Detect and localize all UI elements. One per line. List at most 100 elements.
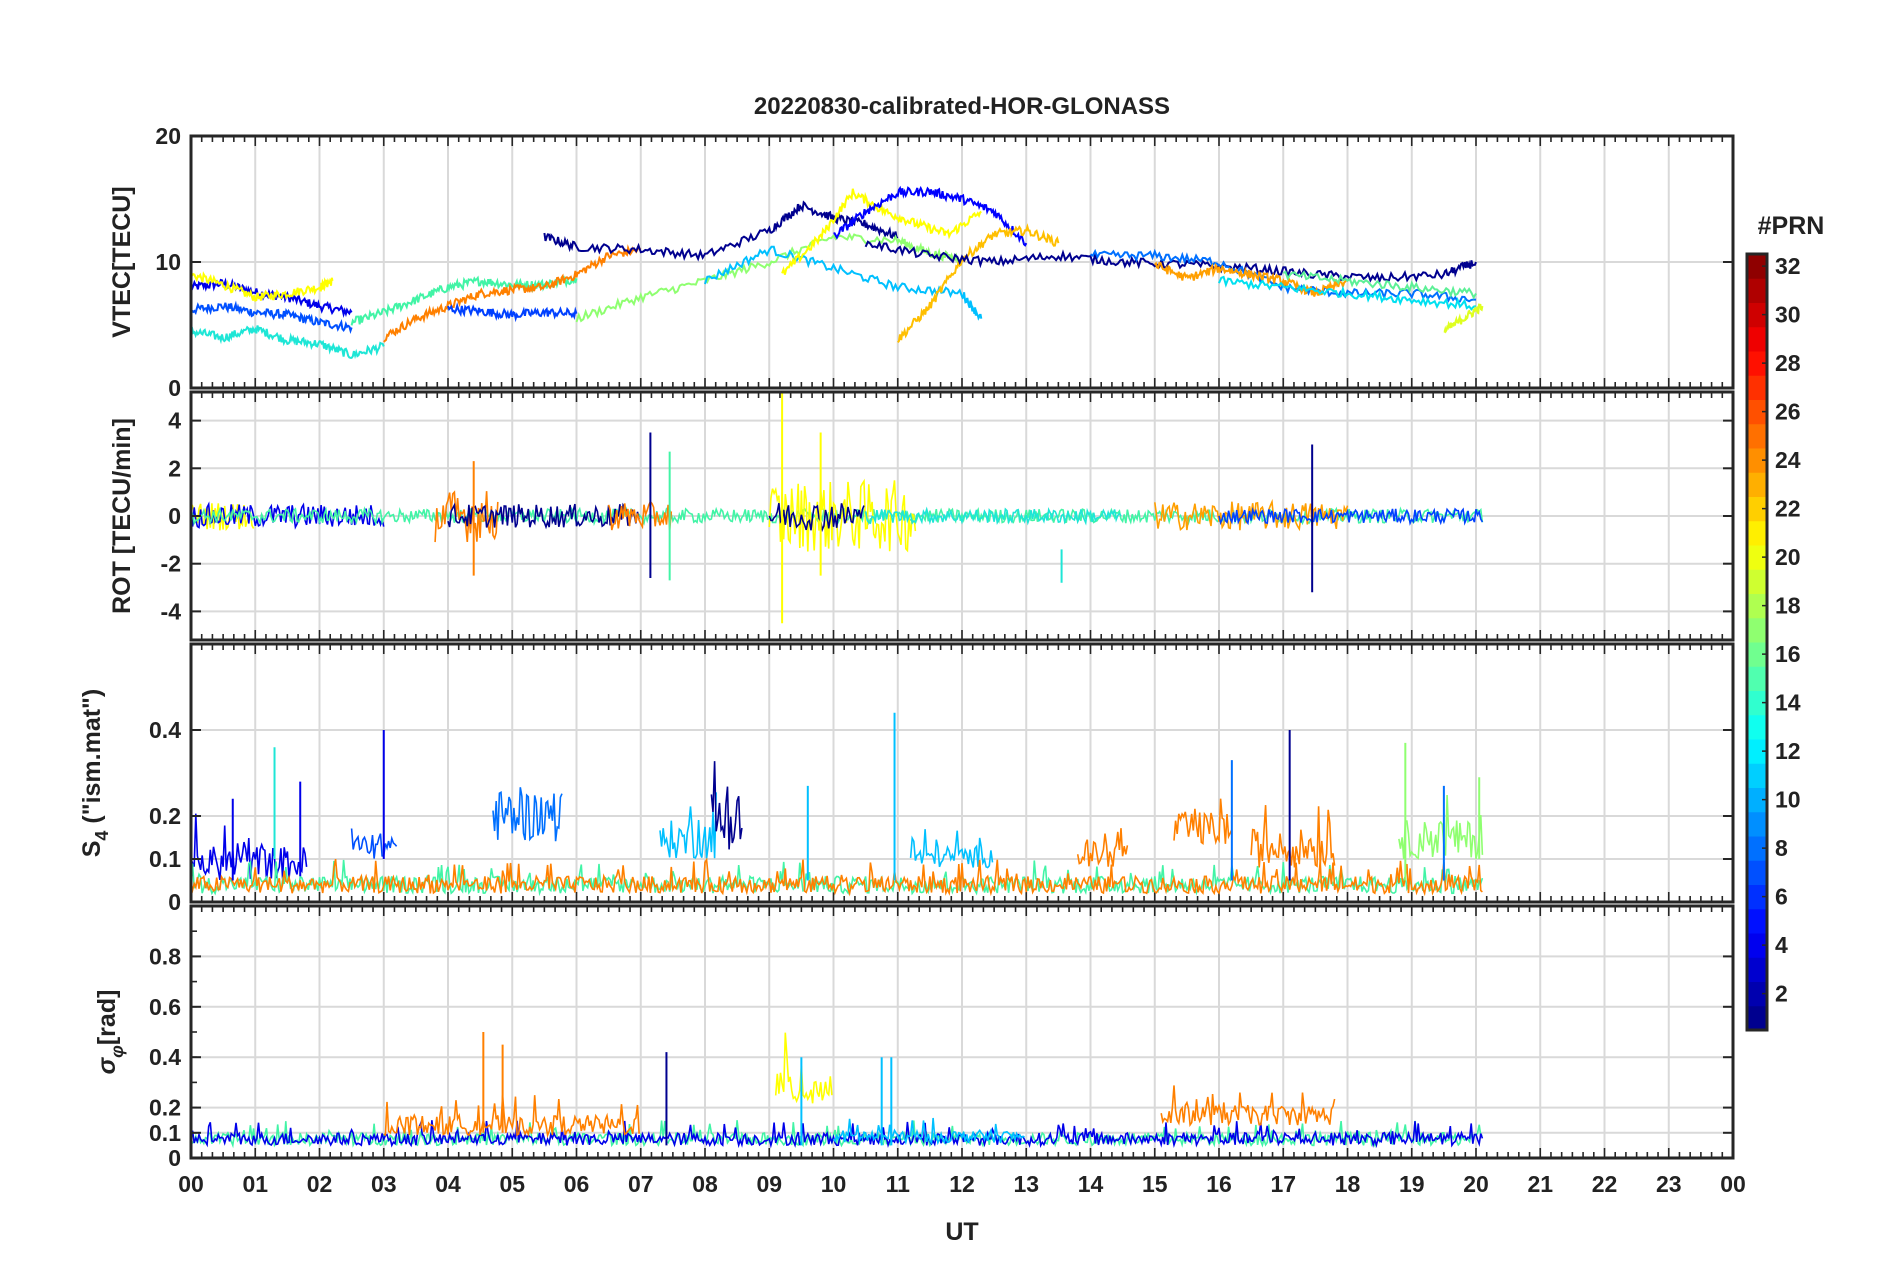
vtec-panel: 0 10 20 VTEC[TECU] (108, 123, 1735, 401)
colorbar-segment (1747, 763, 1767, 788)
colorbar-tick-label: 26 (1775, 399, 1801, 425)
vtec-series-prn-11 (704, 245, 983, 321)
colorbar-segment (1747, 254, 1767, 279)
vtec-series-prn-2 (543, 200, 899, 262)
colorbar-tick-label: 20 (1775, 544, 1801, 570)
rot-ylabel: ROT [TECU/min] (108, 418, 136, 614)
x-tick-label: 04 (435, 1171, 461, 1197)
y-tick-label: 0 (168, 1145, 181, 1171)
s4-trace-prn-11 (909, 829, 994, 869)
vtec-series-prn-4 (833, 185, 1028, 247)
x-tick-label: 05 (499, 1171, 525, 1197)
sigma-phi-trace-prn-24 (1160, 1085, 1336, 1128)
vtec-data (190, 185, 1484, 360)
rot-trace-prn-20 (768, 478, 917, 553)
colorbar-segment (1747, 472, 1767, 497)
y-tick-label: 2 (168, 455, 181, 481)
colorbar-tick-label: 24 (1775, 447, 1801, 473)
vtec-axes-box (189, 134, 1735, 390)
colorbar-segment (1747, 351, 1767, 376)
sigma-phi-trace-prn-20 (774, 1032, 833, 1104)
s4-trace-prn-8 (492, 787, 563, 842)
colorbar-segment (1747, 520, 1767, 546)
colorbar-tick-label: 16 (1775, 641, 1801, 667)
sigma-phi-y-ticks: 00.10.2 0.4 0.6 0.8 (149, 905, 1733, 1171)
colorbar-segment (1747, 714, 1767, 740)
colorbar-segment (1747, 908, 1767, 934)
x-tick-label: 20 (1463, 1171, 1489, 1197)
s4-trace-prn-11 (659, 792, 717, 859)
y-tick-label: 0.8 (149, 943, 181, 969)
s4-trace-prn-24 (1076, 828, 1129, 867)
x-tick-labels: 00 01 02 03 04 05 06 07 08 09 10 11 12 13 14 15 16 17 18 19… (178, 1171, 1746, 1197)
sigma-phi-ylabel: σφ[rad] (93, 990, 127, 1075)
vtec-series-prn-20 (190, 271, 334, 302)
sigma-phi-panel: 00.10.2 0.4 0.6 0.8 σφ[rad] (93, 904, 1735, 1171)
colorbar-segment (1747, 496, 1767, 522)
x-tick-label: 06 (564, 1171, 590, 1197)
s4-trace-prn-2 (710, 761, 743, 850)
colorbar-segment (1747, 836, 1767, 861)
x-tick-label: 13 (1013, 1171, 1039, 1197)
sigma-phi-data (190, 1032, 1484, 1149)
x-tick-label: 09 (756, 1171, 782, 1197)
colorbar-segment (1747, 666, 1767, 691)
y-tick-label: 0 (168, 503, 181, 529)
x-tick-label: 07 (628, 1171, 654, 1197)
x-tick-label: 21 (1527, 1171, 1553, 1197)
y-tick-label: 10 (155, 249, 181, 275)
x-tick-label: 08 (692, 1171, 718, 1197)
rot-trace-prn-15 (190, 506, 1484, 527)
colorbar-segment (1747, 375, 1767, 400)
x-axis-label: UT (945, 1218, 978, 1246)
colorbar-segment (1747, 278, 1767, 303)
s4-trace-prn-24 (1250, 805, 1336, 868)
s4-trace-prn-17 (1398, 794, 1484, 860)
colorbar-segment (1747, 545, 1767, 570)
vtec-series-prn-19 (1443, 303, 1484, 334)
x-tick-label: 00 (178, 1171, 204, 1197)
rot-trace-prn-24 (434, 490, 499, 543)
s4-trace-prn-24 (190, 857, 1483, 897)
chart-title: 20220830-calibrated-HOR-GLONASS (754, 93, 1170, 120)
vtec-series-prn-7 (447, 302, 578, 323)
rot-trace-prn-2 (768, 503, 865, 533)
colorbar-segment (1747, 690, 1767, 716)
rot-trace-prn-13 (864, 506, 1122, 526)
y-tick-label: 0.2 (149, 1095, 181, 1121)
vtec-series-prn-20 (781, 188, 982, 275)
x-tick-label: 17 (1270, 1171, 1296, 1197)
colorbar-segment (1747, 399, 1767, 425)
vtec-ylabel: VTEC[TECU] (108, 186, 136, 337)
colorbar-frame (1745, 252, 1769, 1032)
vtec-series-prn-24 (383, 244, 642, 343)
colorbar-tick-label: 28 (1775, 350, 1801, 376)
s4-trace-prn-3 (190, 813, 308, 881)
vtec-series-prn-22 (897, 223, 1060, 344)
y-tick-label: 0.6 (149, 994, 181, 1020)
y-tick-label: 0 (168, 375, 181, 401)
colorbar-tick-label: 12 (1775, 738, 1801, 764)
colorbar-segment (1747, 981, 1767, 1007)
colorbar-segment (1747, 302, 1767, 328)
rot-trace-prn-24 (607, 500, 673, 531)
rot-trace-prn-3 (190, 501, 385, 530)
colorbar-segment (1747, 860, 1767, 885)
x-tick-label: 11 (886, 1171, 911, 1197)
colorbar-label: #PRN (1758, 212, 1825, 240)
colorbar-segment (1747, 593, 1767, 619)
x-tick-label: 03 (371, 1171, 397, 1197)
rot-y-ticks: -4 -2 0 2 4 (161, 408, 1733, 624)
rot-axes-box (189, 390, 1735, 642)
y-tick-label: -4 (161, 598, 182, 624)
colorbar-tick-label: 2 (1775, 981, 1788, 1007)
x-tick-label: 14 (1078, 1171, 1104, 1197)
colorbar-tick-label: 14 (1775, 690, 1801, 716)
colorbar-segment (1747, 448, 1767, 473)
x-tick-label: 12 (949, 1171, 975, 1197)
y-tick-label: 0.4 (149, 717, 181, 743)
y-tick-label: 0 (168, 889, 181, 915)
